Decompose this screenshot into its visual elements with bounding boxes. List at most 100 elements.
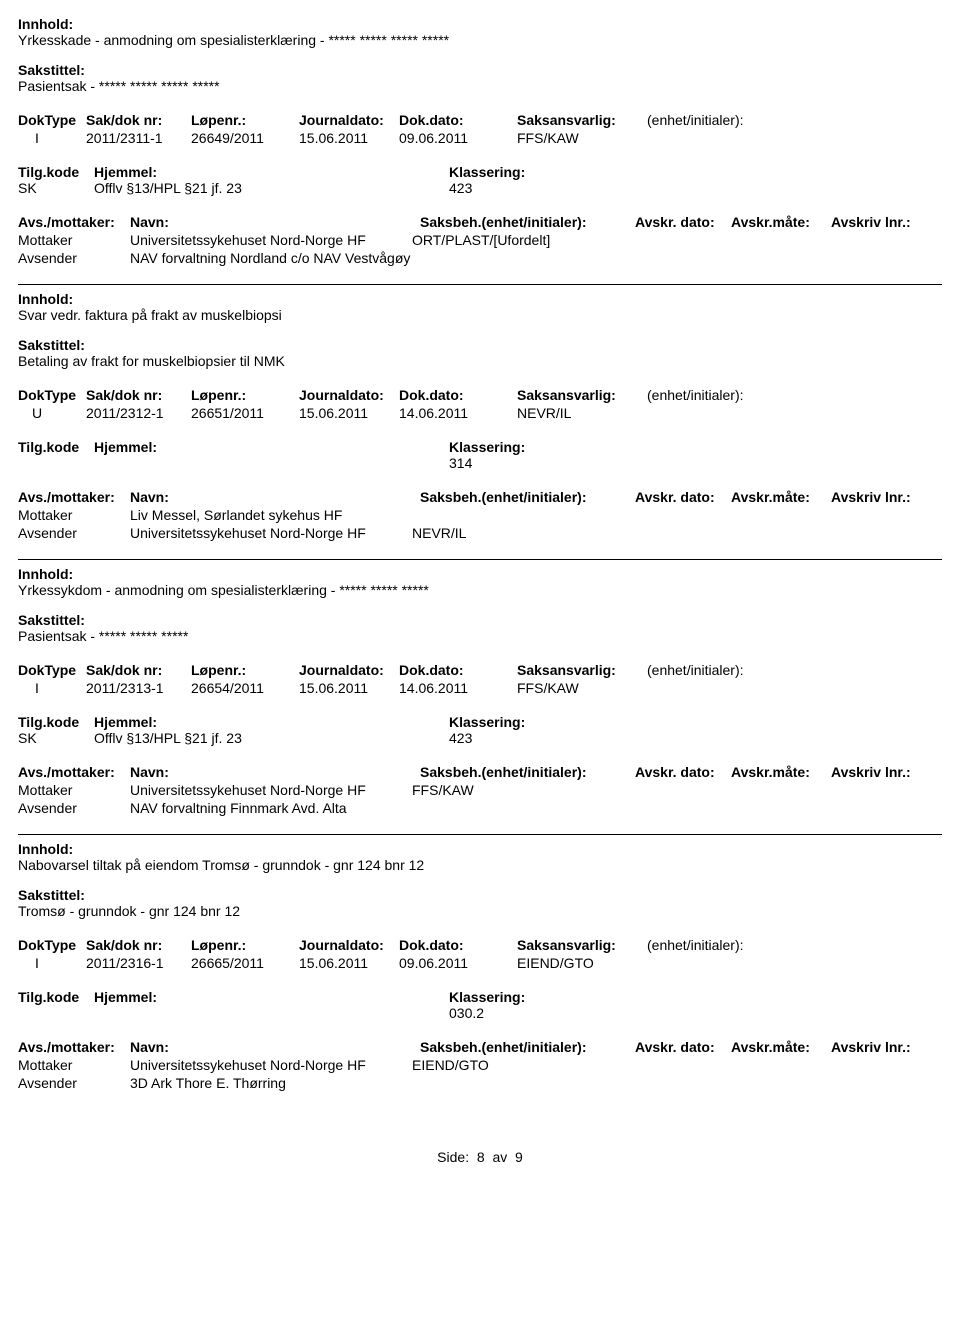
enhet-label: (enhet/initialer): bbox=[647, 662, 942, 678]
doktype-value: I bbox=[18, 955, 86, 971]
dokdato-label: Dok.dato: bbox=[399, 662, 517, 678]
party-row: Avsender3D Ark Thore E. Thørring bbox=[18, 1075, 942, 1091]
party-role: Mottaker bbox=[18, 782, 130, 798]
klassering-value: 314 bbox=[449, 455, 525, 471]
doktype-value: I bbox=[18, 130, 86, 146]
navn-label: Navn: bbox=[130, 489, 420, 505]
avsmottaker-label: Avs./mottaker: bbox=[18, 1039, 130, 1055]
dokdato-value: 09.06.2011 bbox=[399, 130, 517, 146]
party-name: Universitetssykehuset Nord-Norge HF bbox=[130, 232, 412, 248]
doktype-value: U bbox=[18, 405, 86, 421]
saksansvarlig-value: FFS/KAW bbox=[517, 130, 647, 146]
lopenr-label: Løpenr.: bbox=[191, 662, 299, 678]
party-row: MottakerUniversitetssykehuset Nord-Norge… bbox=[18, 232, 942, 248]
saknr-label: Sak/dok nr: bbox=[86, 112, 191, 128]
party-row: AvsenderUniversitetssykehuset Nord-Norge… bbox=[18, 525, 942, 541]
avskrmate-label: Avskr.måte: bbox=[731, 489, 831, 505]
journaldato-value: 15.06.2011 bbox=[299, 680, 399, 696]
avskrlnr-label: Avskriv lnr.: bbox=[831, 764, 942, 780]
dokdato-value: 14.06.2011 bbox=[399, 405, 517, 421]
sakstittel-text: Pasientsak - ***** ***** ***** bbox=[18, 628, 942, 644]
lopenr-value: 26654/2011 bbox=[191, 680, 299, 696]
saksansvarlig-label: Saksansvarlig: bbox=[517, 112, 647, 128]
enhet-label: (enhet/initialer): bbox=[647, 387, 942, 403]
avskrdato-label: Avskr. dato: bbox=[635, 214, 731, 230]
sakstittel-label: Sakstittel: bbox=[18, 612, 942, 628]
sakstittel-text: Pasientsak - ***** ***** ***** ***** bbox=[18, 78, 942, 94]
klassering-label: Klassering: bbox=[449, 164, 525, 180]
journaldato-label: Journaldato: bbox=[299, 112, 399, 128]
hjemmel-label: Hjemmel: bbox=[94, 439, 449, 455]
party-caseworker: ORT/PLAST/[Ufordelt] bbox=[412, 232, 942, 248]
sakstittel-text: Betaling av frakt for muskelbiopsier til… bbox=[18, 353, 942, 369]
hjemmel-value: Offlv §13/HPL §21 jf. 23 bbox=[94, 730, 449, 746]
journal-entry: Innhold:Svar vedr. faktura på frakt av m… bbox=[18, 285, 942, 560]
tilgkode-label: Tilg.kode bbox=[18, 164, 94, 180]
journal-entry: Innhold:Yrkessykdom - anmodning om spesi… bbox=[18, 560, 942, 835]
sakstittel-label: Sakstittel: bbox=[18, 337, 942, 353]
saknr-label: Sak/dok nr: bbox=[86, 387, 191, 403]
avskrmate-label: Avskr.måte: bbox=[731, 214, 831, 230]
journaldato-value: 15.06.2011 bbox=[299, 955, 399, 971]
innhold-text: Yrkessykdom - anmodning om spesialisterk… bbox=[18, 582, 942, 598]
party-caseworker: EIEND/GTO bbox=[412, 1057, 942, 1073]
party-name: 3D Ark Thore E. Thørring bbox=[130, 1075, 412, 1091]
avskrlnr-label: Avskriv lnr.: bbox=[831, 489, 942, 505]
saksbeh-label: Saksbeh.(enhet/initialer): bbox=[420, 1039, 635, 1055]
party-role: Avsender bbox=[18, 1075, 130, 1091]
dokdato-value: 09.06.2011 bbox=[399, 955, 517, 971]
journaldato-label: Journaldato: bbox=[299, 937, 399, 953]
sakstittel-text: Tromsø - grunndok - gnr 124 bnr 12 bbox=[18, 903, 942, 919]
doktype-label: DokType bbox=[18, 112, 86, 128]
innhold-label: Innhold: bbox=[18, 841, 942, 857]
journaldato-label: Journaldato: bbox=[299, 387, 399, 403]
innhold-label: Innhold: bbox=[18, 16, 942, 32]
innhold-text: Yrkesskade - anmodning om spesialisterkl… bbox=[18, 32, 942, 48]
saknr-value: 2011/2311-1 bbox=[86, 130, 191, 146]
dokdato-label: Dok.dato: bbox=[399, 112, 517, 128]
avskrmate-label: Avskr.måte: bbox=[731, 1039, 831, 1055]
saksansvarlig-label: Saksansvarlig: bbox=[517, 662, 647, 678]
party-caseworker: NEVR/IL bbox=[412, 525, 942, 541]
page-footer: Side: 8 av 9 bbox=[18, 1149, 942, 1165]
saksbeh-label: Saksbeh.(enhet/initialer): bbox=[420, 214, 635, 230]
avskrmate-label: Avskr.måte: bbox=[731, 764, 831, 780]
doktype-label: DokType bbox=[18, 662, 86, 678]
party-row: MottakerLiv Messel, Sørlandet sykehus HF bbox=[18, 507, 942, 523]
tilgkode-label: Tilg.kode bbox=[18, 714, 94, 730]
lopenr-label: Løpenr.: bbox=[191, 937, 299, 953]
klassering-label: Klassering: bbox=[449, 989, 525, 1005]
party-row: MottakerUniversitetssykehuset Nord-Norge… bbox=[18, 1057, 942, 1073]
hjemmel-label: Hjemmel: bbox=[94, 989, 449, 1005]
hjemmel-label: Hjemmel: bbox=[94, 714, 449, 730]
saksbeh-label: Saksbeh.(enhet/initialer): bbox=[420, 489, 635, 505]
party-role: Avsender bbox=[18, 525, 130, 541]
avskrlnr-label: Avskriv lnr.: bbox=[831, 1039, 942, 1055]
saksansvarlig-value: NEVR/IL bbox=[517, 405, 647, 421]
lopenr-value: 26649/2011 bbox=[191, 130, 299, 146]
sakstittel-label: Sakstittel: bbox=[18, 62, 942, 78]
journaldato-value: 15.06.2011 bbox=[299, 405, 399, 421]
journal-entries: Innhold:Yrkesskade - anmodning om spesia… bbox=[18, 10, 942, 1109]
navn-label: Navn: bbox=[130, 214, 420, 230]
journal-entry: Innhold:Yrkesskade - anmodning om spesia… bbox=[18, 10, 942, 285]
avskrdato-label: Avskr. dato: bbox=[635, 1039, 731, 1055]
party-caseworker: FFS/KAW bbox=[412, 782, 942, 798]
hjemmel-value: Offlv §13/HPL §21 jf. 23 bbox=[94, 180, 449, 196]
party-role: Avsender bbox=[18, 250, 130, 266]
party-role: Mottaker bbox=[18, 1057, 130, 1073]
party-name: NAV forvaltning Finnmark Avd. Alta bbox=[130, 800, 412, 816]
saksansvarlig-value: FFS/KAW bbox=[517, 680, 647, 696]
tilgkode-label: Tilg.kode bbox=[18, 439, 94, 455]
innhold-text: Nabovarsel tiltak på eiendom Tromsø - gr… bbox=[18, 857, 942, 873]
doktype-value: I bbox=[18, 680, 86, 696]
doktype-label: DokType bbox=[18, 937, 86, 953]
party-role: Mottaker bbox=[18, 232, 130, 248]
tilgkode-value: SK bbox=[18, 730, 94, 746]
klassering-label: Klassering: bbox=[449, 714, 525, 730]
klassering-value: 423 bbox=[449, 730, 525, 746]
innhold-label: Innhold: bbox=[18, 566, 942, 582]
saksbeh-label: Saksbeh.(enhet/initialer): bbox=[420, 764, 635, 780]
party-name: Liv Messel, Sørlandet sykehus HF bbox=[130, 507, 412, 523]
footer-page: 8 bbox=[477, 1149, 485, 1165]
